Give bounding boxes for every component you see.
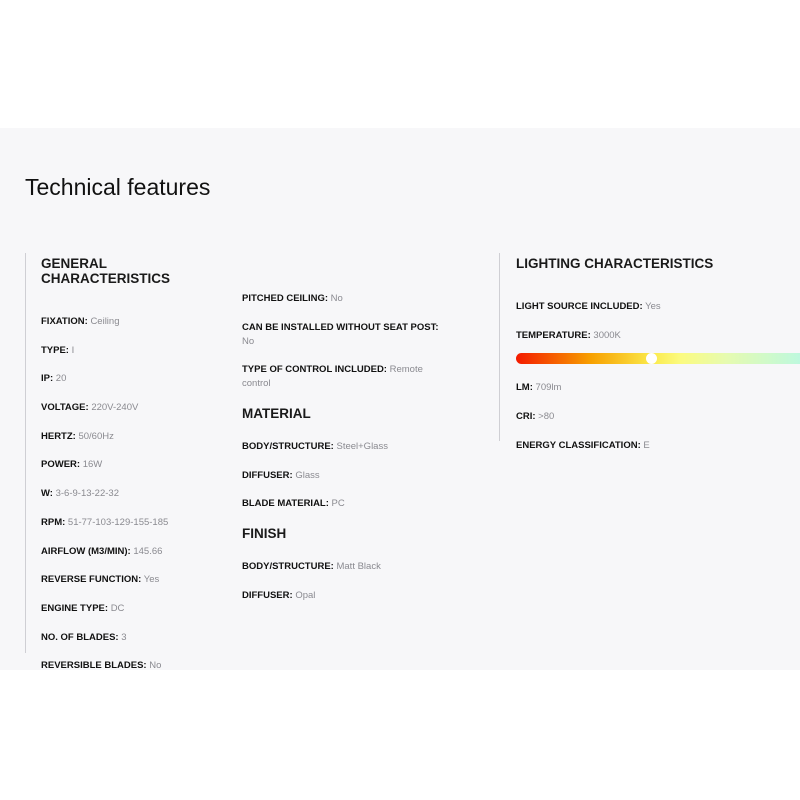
spec-label: ENERGY CLASSIFICATION: [516,439,641,451]
divider [499,253,500,441]
spec-value: No [149,660,162,672]
spec-value: 51-77-103-129-155-185 [67,516,169,528]
section-heading: FINISH [242,526,287,542]
spec-label: FIXATION: [41,316,88,327]
spec-label: LM: [516,382,533,394]
spec-value: I [71,344,75,356]
spec-label: POWER: [41,459,81,471]
spec-item: BODY/STRUCTURE: Steel+Glass [242,440,442,454]
spec-value: Yes [645,301,661,312]
spec-value: DC [110,602,125,614]
temperature-scale [516,353,800,365]
spec-item: RPM: 51-77-103-129-155-185 [41,516,231,530]
spec-item: NO. OF BLADES: 3 [41,631,231,645]
spec-label: RPM: [41,516,66,528]
spec-value: Yes [143,574,160,586]
spec-value: 50/60Hz [78,430,114,442]
spec-value: 3-6-9-13-22-32 [55,488,119,500]
spec-label: W: [41,488,53,500]
spec-item: VOLTAGE: 220V-240V [41,401,231,415]
spec-value: 220V-240V [91,402,139,414]
spec-label: DIFFUSER: [242,589,293,601]
spec-label: IP: [41,373,54,385]
spec-value: No [330,293,343,304]
spec-item: TYPE OF CONTROL INCLUDED: Remote control [242,363,442,391]
spec-label: DIFFUSER: [242,469,293,481]
page-title: Technical features [25,174,211,200]
spec-label: AIRFLOW (M3/MIN): [41,545,131,557]
general-characteristics-2: PITCHED CEILING: No CAN BE INSTALLED WITH… [242,292,442,618]
spec-value: E [643,439,650,451]
spec-label: CAN BE INSTALLED WITHOUT SEAT POST: [242,321,439,333]
spec-label: HERTZ: [41,430,76,442]
spec-label: TYPE: [41,344,69,356]
spec-item: BLADE MATERIAL: PC [242,497,442,511]
spec-item: DIFFUSER: Glass [242,469,442,483]
spec-item: ENERGY CLASSIFICATION: E [516,439,800,453]
spec-item: ENGINE TYPE: DC [41,602,231,616]
lighting-characteristics: LIGHTING CHARACTERISTICS LIGHT SOURCE IN… [516,256,800,467]
divider [25,253,26,653]
spec-item: CAN BE INSTALLED WITHOUT SEAT POST: No [242,321,442,349]
spec-value: Glass [295,469,320,481]
spec-label: BODY/STRUCTURE: [242,561,334,573]
spec-value: 709lm [535,382,562,394]
spec-value: No [242,335,255,347]
spec-item: BODY/STRUCTURE: Matt Black [242,560,442,574]
spec-label: TYPE OF CONTROL INCLUDED: [242,364,387,376]
spec-value: 3000K [593,329,621,341]
temperature-marker [646,353,657,365]
spec-item: IP: 20 [41,372,231,386]
spec-value: Ceiling [90,316,120,327]
spec-item: REVERSIBLE BLADES: No [41,659,231,673]
general-characteristics: GENERAL CHARACTERISTICS FIXATION: Ceilin… [41,256,231,688]
spec-label: CRI: [516,411,536,423]
spec-item: AIRFLOW (M3/MIN): 145.66 [41,545,231,559]
spec-label: TEMPERATURE: [516,329,591,341]
spec-item: TYPE: I [41,344,231,358]
spec-label: LIGHT SOURCE INCLUDED: [516,301,643,312]
spec-item: FIXATION: Ceiling [41,315,231,329]
spec-label: VOLTAGE: [41,402,89,414]
spec-label: REVERSE FUNCTION: [41,574,142,586]
spec-item: DIFFUSER: Opal [242,589,442,603]
section-heading: GENERAL CHARACTERISTICS [41,256,171,286]
spec-label: NO. OF BLADES: [41,631,119,643]
spec-value: 3 [121,631,127,643]
spec-item: HERTZ: 50/60Hz [41,430,231,444]
spec-label: BODY/STRUCTURE: [242,441,334,453]
spec-item: POWER: 16W [41,458,231,472]
spec-value: Matt Black [336,561,381,573]
spec-value: >80 [538,411,555,423]
spec-value: 145.66 [133,545,163,557]
spec-item: LIGHT SOURCE INCLUDED: Yes [516,300,800,314]
spec-item: CRI: >80 [516,410,800,424]
section-heading: LIGHTING CHARACTERISTICS [516,256,714,271]
spec-value: 16W [82,459,103,471]
spec-value: Remote control [242,364,423,390]
spec-item: REVERSE FUNCTION: Yes [41,573,231,587]
spec-item: PITCHED CEILING: No [242,292,442,306]
spec-item: TEMPERATURE: 3000K [516,329,800,343]
spec-label: PITCHED CEILING: [242,293,329,304]
spec-value: PC [331,498,345,510]
section-heading: MATERIAL [242,406,311,422]
spec-label: BLADE MATERIAL: [242,498,329,510]
spec-label: REVERSIBLE BLADES: [41,660,147,672]
spec-item: LM: 709lm [516,381,800,395]
spec-item: W: 3-6-9-13-22-32 [41,487,231,501]
spec-value: Opal [295,589,316,601]
technical-features-panel [0,128,800,670]
spec-label: ENGINE TYPE: [41,602,109,614]
spec-value: 20 [55,373,67,385]
spec-value: Steel+Glass [336,441,388,453]
